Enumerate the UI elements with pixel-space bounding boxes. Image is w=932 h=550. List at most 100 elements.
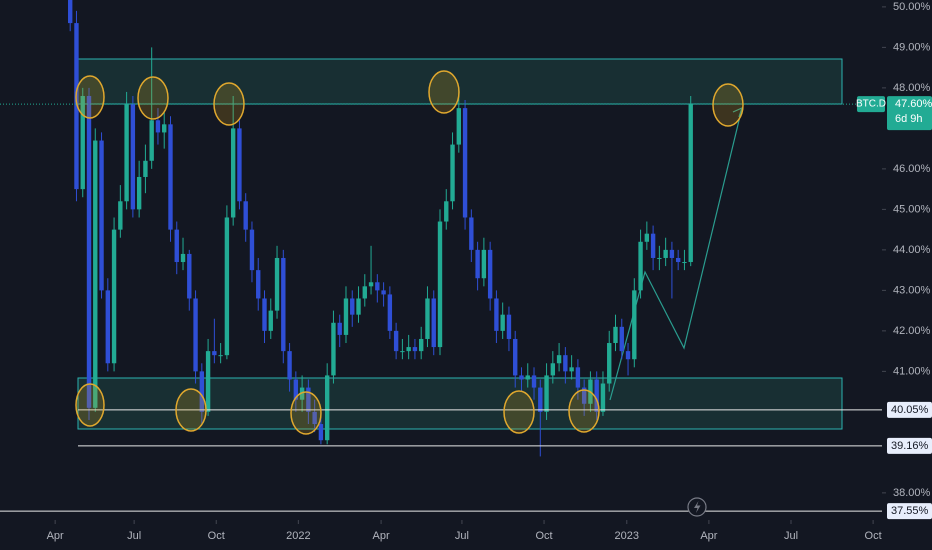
candle-body [425, 298, 430, 339]
candle-body [431, 298, 436, 348]
candle-body [331, 322, 336, 376]
candle-body [168, 124, 173, 230]
alert-icon[interactable] [687, 497, 707, 517]
y-tick-label: 48.00% [893, 82, 931, 94]
y-tick-label: 41.00% [893, 365, 931, 377]
symbol-label: BTC.D [856, 99, 886, 110]
highlight-circle [137, 76, 169, 120]
candle-body [575, 367, 581, 388]
plot [0, 0, 882, 512]
candle-body [400, 351, 405, 353]
candle-body [444, 201, 449, 222]
candle-body [556, 355, 562, 364]
highlight-circle [503, 390, 535, 434]
candle-body [419, 338, 424, 352]
price-line-label: 40.05% [891, 404, 929, 416]
y-tick-label: 45.00% [893, 203, 931, 215]
candle-body [218, 355, 223, 357]
candle-body [111, 229, 117, 364]
candle-body [481, 249, 487, 279]
candle-body [274, 257, 280, 311]
candle-body [412, 347, 418, 352]
candle-body [450, 144, 455, 202]
x-tick-label: Apr [47, 530, 64, 542]
candle-body [281, 257, 286, 352]
candle-body [324, 375, 330, 441]
x-tick-label: 2022 [286, 530, 310, 542]
drawings [77, 58, 843, 430]
candle-body [249, 229, 255, 271]
candle-body [538, 387, 543, 412]
candle-body [600, 383, 606, 412]
candle-body [68, 0, 73, 24]
candle-body [362, 286, 367, 299]
candle-body [306, 387, 311, 412]
candle-body [318, 424, 324, 441]
candle-body [237, 128, 242, 202]
candle-body [519, 375, 524, 380]
candle-body [525, 375, 530, 380]
candle-body [368, 282, 374, 287]
last-price-badge [887, 96, 932, 131]
candle-body [500, 314, 505, 331]
x-tick-label: Oct [208, 530, 225, 542]
highlight-circle [712, 83, 744, 127]
candle-body [80, 95, 85, 190]
candle-body [375, 282, 380, 291]
candle-body [136, 176, 142, 210]
price-line-label: 39.16% [891, 440, 929, 452]
candle-body [550, 363, 556, 376]
price-axis [882, 0, 932, 550]
candle-body [513, 338, 518, 376]
x-tick-label: Jul [784, 530, 798, 542]
candle-body [212, 351, 217, 356]
candle-body [180, 253, 186, 263]
projection-arrow [732, 106, 743, 118]
candle-body [644, 233, 650, 242]
candle-body [469, 217, 474, 250]
highlight-circle [75, 383, 105, 427]
candle-body [93, 140, 98, 408]
highlight-circle [175, 388, 207, 432]
highlight-circle [213, 82, 245, 126]
candle-body [569, 367, 574, 372]
candle-body [563, 355, 568, 372]
x-tick-label: Jul [127, 530, 141, 542]
alert-bolt [694, 501, 701, 513]
y-tick-label: 42.00% [893, 325, 931, 337]
price-line-label: 37.55% [891, 505, 929, 517]
candle-body [387, 294, 393, 331]
candle-body [130, 104, 136, 210]
candle-body [619, 326, 624, 352]
candle-body [268, 310, 273, 331]
candle-body [74, 23, 79, 190]
x-tick-label: Apr [700, 530, 717, 542]
y-tick-label: 44.00% [893, 244, 931, 256]
candle-body [650, 233, 656, 258]
candle-body [205, 351, 211, 412]
candle-body [149, 120, 154, 161]
candle-body [105, 290, 110, 364]
candle-body [607, 343, 612, 384]
candle-body [506, 314, 512, 339]
symbol-badge [857, 96, 885, 113]
candle-body [243, 201, 248, 230]
candle-body [675, 257, 681, 263]
candle-body [356, 298, 361, 315]
y-tick-label: 38.00% [893, 487, 931, 499]
candle-body [287, 351, 292, 380]
candle-body [594, 379, 599, 412]
candle-body [337, 322, 342, 335]
candle-body [638, 241, 643, 291]
x-tick-label: Apr [373, 530, 390, 542]
candle-body [669, 249, 675, 258]
y-tick-label: 43.00% [893, 284, 931, 296]
candle-body [381, 290, 386, 295]
candle-body [230, 128, 236, 218]
candle-body [86, 95, 92, 408]
candle-body [462, 108, 468, 218]
candle-body [174, 229, 179, 263]
price-line-badge [887, 401, 932, 418]
